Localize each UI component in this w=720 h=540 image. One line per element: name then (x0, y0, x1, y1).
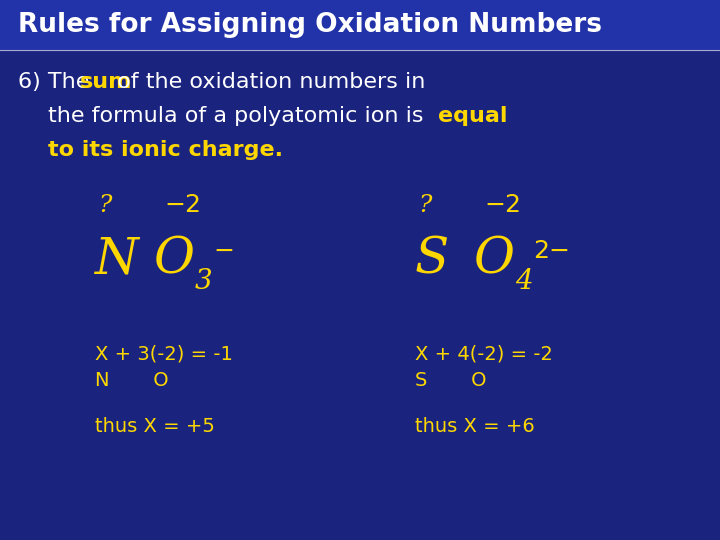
Text: X + 4(-2) = -2: X + 4(-2) = -2 (415, 345, 553, 364)
Text: −2: −2 (164, 193, 202, 217)
Text: ?: ? (99, 194, 112, 217)
Text: the formula of a polyatomic ion is: the formula of a polyatomic ion is (48, 106, 431, 126)
Text: of the oxidation numbers in: of the oxidation numbers in (110, 72, 426, 92)
Text: to its ionic charge.: to its ionic charge. (48, 140, 283, 160)
Text: −2: −2 (485, 193, 521, 217)
Text: O: O (153, 235, 194, 285)
Text: 2−: 2− (533, 239, 570, 263)
Text: S       O: S O (415, 371, 487, 390)
Bar (0, 0, 720, 50)
Text: 4: 4 (515, 268, 533, 295)
Text: S: S (415, 235, 449, 285)
Text: O: O (473, 235, 514, 285)
Text: 6) The: 6) The (18, 72, 96, 92)
Text: thus X = +6: thus X = +6 (415, 417, 535, 436)
Text: N: N (95, 235, 139, 285)
Text: sum: sum (80, 72, 132, 92)
Text: N       O: N O (95, 371, 168, 390)
Text: ?: ? (418, 194, 432, 217)
Text: Rules for Assigning Oxidation Numbers: Rules for Assigning Oxidation Numbers (18, 12, 602, 38)
Text: X + 3(-2) = -1: X + 3(-2) = -1 (95, 345, 233, 364)
Text: 3: 3 (195, 268, 212, 295)
Text: equal: equal (438, 106, 508, 126)
Text: thus X = +5: thus X = +5 (95, 417, 215, 436)
Text: −: − (213, 239, 234, 263)
